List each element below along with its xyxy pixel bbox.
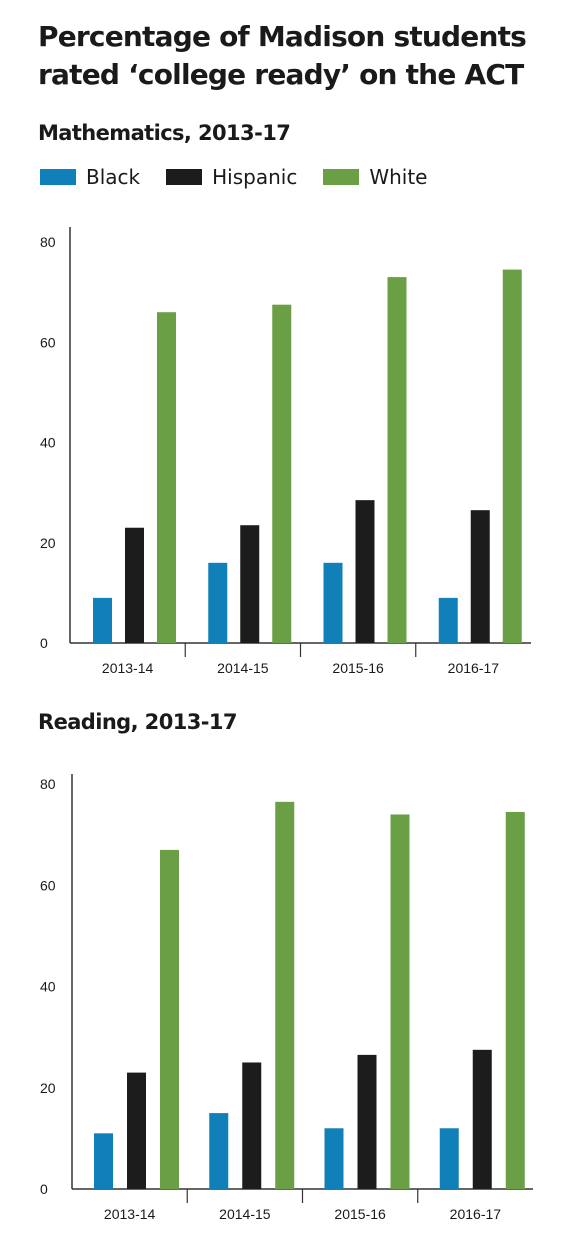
y-tick-label: 60: [40, 877, 56, 893]
legend-label-hispanic: Hispanic: [212, 165, 298, 189]
x-tick-label: 2016-17: [450, 1206, 502, 1222]
y-tick-label: 40: [40, 435, 56, 451]
legend-swatch-black: [40, 169, 76, 185]
bar-hispanic-2016-17: [472, 1049, 492, 1189]
x-tick-label: 2013-14: [102, 660, 154, 676]
x-tick-label: 2015-16: [332, 660, 384, 676]
y-tick-label: 20: [40, 1080, 56, 1096]
bar-black-2014-15: [209, 1113, 229, 1189]
bar-black-2016-17: [438, 597, 458, 643]
bar-white-2014-15: [275, 801, 295, 1189]
legend-label-white: White: [369, 165, 428, 189]
bar-white-2015-16: [390, 814, 410, 1189]
bar-white-2016-17: [502, 269, 522, 643]
legend-swatch-white: [323, 169, 360, 185]
bar-black-2013-14: [94, 1133, 113, 1189]
reading-chart-subtitle: Reading, 2013-17: [38, 710, 237, 734]
x-tick-label: 2014-15: [217, 660, 269, 676]
y-tick-label: 0: [40, 635, 48, 651]
bar-black-2014-15: [208, 562, 228, 643]
bar-hispanic-2014-15: [242, 1062, 262, 1189]
bar-hispanic-2016-17: [470, 510, 490, 643]
bar-white-2013-14: [160, 849, 179, 1189]
bar-hispanic-2015-16: [357, 1054, 377, 1189]
math-bar-chart: 0 20 40 60 80 2013-14 2014-15 2015-16 2016-17: [40, 227, 531, 676]
bar-white-2013-14: [157, 312, 176, 643]
bar-black-2016-17: [439, 1128, 459, 1189]
legend-item-black: Black: [40, 165, 140, 189]
bar-black-2013-14: [93, 597, 112, 643]
x-tick-label: 2015-16: [334, 1206, 386, 1222]
y-tick-label: 40: [40, 979, 56, 995]
legend: Black Hispanic White: [40, 164, 453, 190]
bar-hispanic-2013-14: [125, 527, 144, 643]
bar-hispanic-2015-16: [355, 500, 375, 643]
chart-title: Percentage of Madison students rated ‘co…: [38, 20, 527, 91]
bar-white-2014-15: [272, 304, 292, 643]
bar-black-2015-16: [324, 1128, 344, 1189]
x-tick-label: 2014-15: [219, 1206, 271, 1222]
bar-hispanic-2013-14: [127, 1072, 146, 1189]
legend-swatch-hispanic: [166, 169, 203, 185]
bar-hispanic-2014-15: [240, 525, 260, 643]
y-tick-label: 60: [40, 334, 56, 350]
legend-label-black: Black: [86, 165, 141, 189]
y-tick-label: 80: [40, 234, 56, 250]
x-tick-label: 2013-14: [104, 1206, 156, 1222]
legend-item-hispanic: Hispanic: [166, 165, 297, 189]
y-tick-label: 80: [40, 776, 56, 792]
y-tick-label: 20: [40, 535, 56, 551]
bar-black-2015-16: [323, 562, 343, 643]
y-tick-label: 0: [40, 1181, 48, 1197]
x-tick-label: 2016-17: [448, 660, 500, 676]
bar-white-2016-17: [505, 811, 525, 1189]
bar-white-2015-16: [387, 277, 407, 643]
math-chart-subtitle: Mathematics, 2013-17: [38, 121, 291, 145]
legend-item-white: White: [323, 165, 427, 189]
reading-bar-chart: 0 20 40 60 80 2013-14 2014-15 2015-16 2016-17: [40, 774, 533, 1222]
